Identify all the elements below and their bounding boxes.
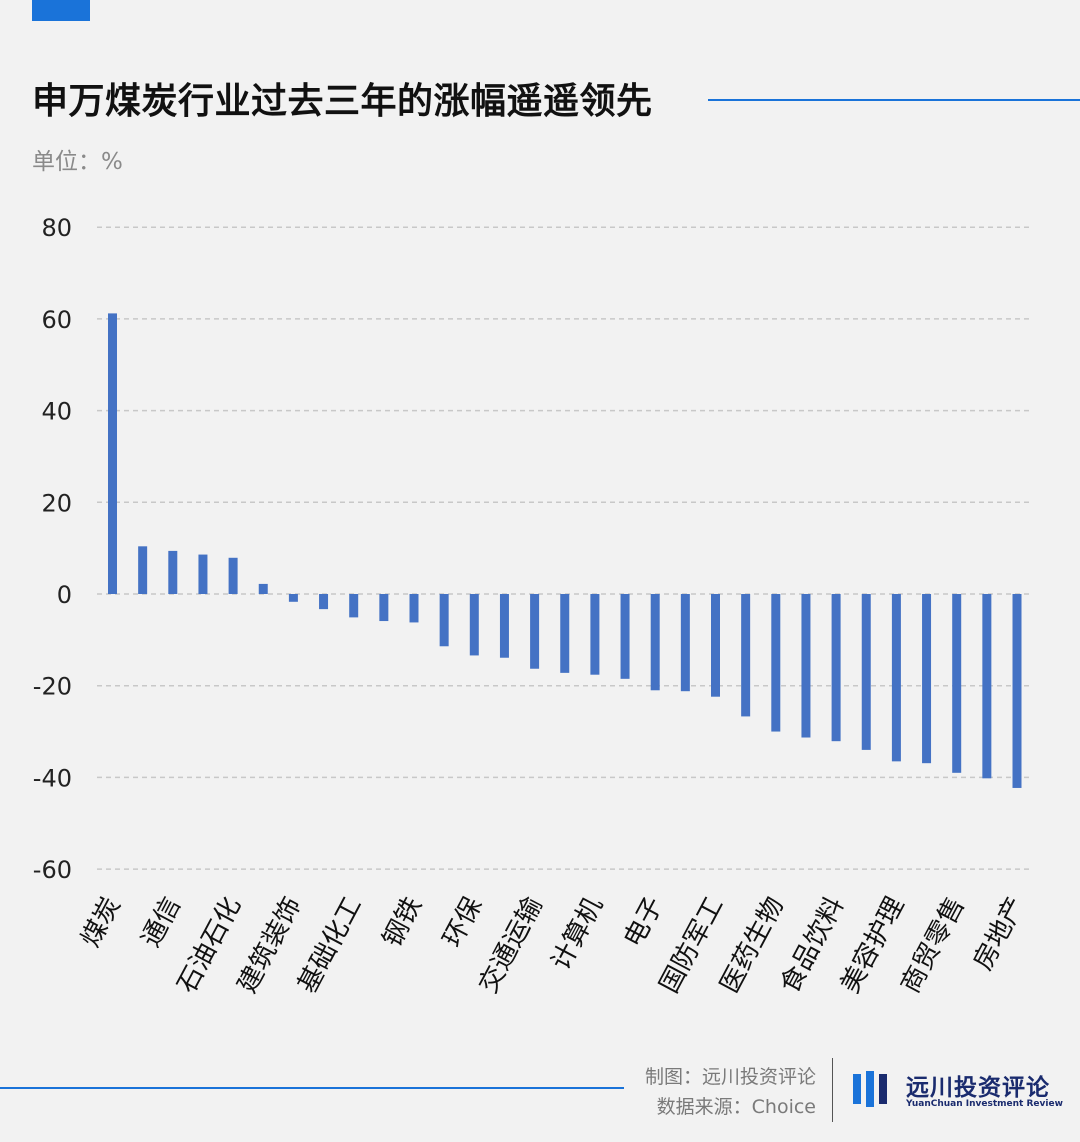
bar bbox=[952, 594, 962, 773]
y-tick-label: -60 bbox=[33, 856, 72, 884]
x-tick-label: 电子 bbox=[618, 892, 669, 952]
bar bbox=[499, 594, 509, 658]
y-tick-label: 60 bbox=[41, 306, 72, 334]
bar bbox=[530, 594, 540, 669]
bar bbox=[258, 583, 268, 594]
bar bbox=[891, 594, 901, 762]
x-tick-label: 计算机 bbox=[546, 892, 609, 975]
bar bbox=[650, 594, 660, 691]
bar bbox=[590, 594, 600, 675]
bar bbox=[228, 557, 238, 594]
brand-name-english: YuanChuan Investment Review bbox=[906, 1099, 1063, 1109]
footer-rule bbox=[0, 1087, 624, 1089]
bar bbox=[560, 594, 570, 673]
chart-credit: 制图：远川投资评论 bbox=[644, 1066, 816, 1088]
x-tick-label: 通信 bbox=[136, 892, 187, 952]
data-source: 数据来源：Choice bbox=[656, 1096, 816, 1118]
x-tick-label: 房地产 bbox=[968, 892, 1031, 975]
bar bbox=[982, 594, 992, 779]
bar bbox=[439, 594, 449, 647]
bar bbox=[922, 594, 932, 764]
bar bbox=[801, 594, 811, 738]
bar bbox=[711, 594, 720, 697]
bar bbox=[349, 594, 359, 618]
title-rule bbox=[708, 99, 1080, 101]
x-tick-label: 钢铁 bbox=[377, 892, 428, 952]
bar bbox=[831, 594, 841, 742]
bar bbox=[319, 594, 329, 610]
bar bbox=[108, 313, 117, 594]
bar bbox=[771, 594, 781, 732]
y-tick-label: 80 bbox=[41, 214, 72, 242]
bar bbox=[138, 546, 148, 594]
bar bbox=[1012, 594, 1022, 788]
bar bbox=[379, 594, 389, 622]
y-tick-label: 40 bbox=[41, 398, 72, 426]
bar bbox=[198, 554, 208, 594]
bar bbox=[861, 594, 871, 750]
page-title: 申万煤炭行业过去三年的涨幅遥遥领先 bbox=[32, 81, 653, 122]
bar bbox=[168, 550, 178, 594]
bar bbox=[409, 594, 419, 623]
y-tick-label: -20 bbox=[33, 673, 72, 701]
brand-name: 远川投资评论 bbox=[906, 1075, 1050, 1101]
footer-divider bbox=[832, 1058, 833, 1122]
unit-label: 单位：% bbox=[32, 149, 123, 175]
bar bbox=[680, 594, 690, 692]
x-tick-label: 环保 bbox=[438, 892, 489, 952]
y-tick-label: 20 bbox=[41, 489, 72, 517]
y-tick-label: 0 bbox=[57, 581, 72, 609]
bar bbox=[469, 594, 479, 656]
bar bbox=[741, 594, 751, 717]
bar bbox=[620, 594, 630, 679]
bar bbox=[288, 594, 298, 602]
y-tick-label: -40 bbox=[33, 764, 72, 792]
x-tick-label: 煤炭 bbox=[76, 892, 127, 952]
corner-accent-block bbox=[32, 0, 90, 21]
brand-logo-icon bbox=[853, 1071, 887, 1107]
